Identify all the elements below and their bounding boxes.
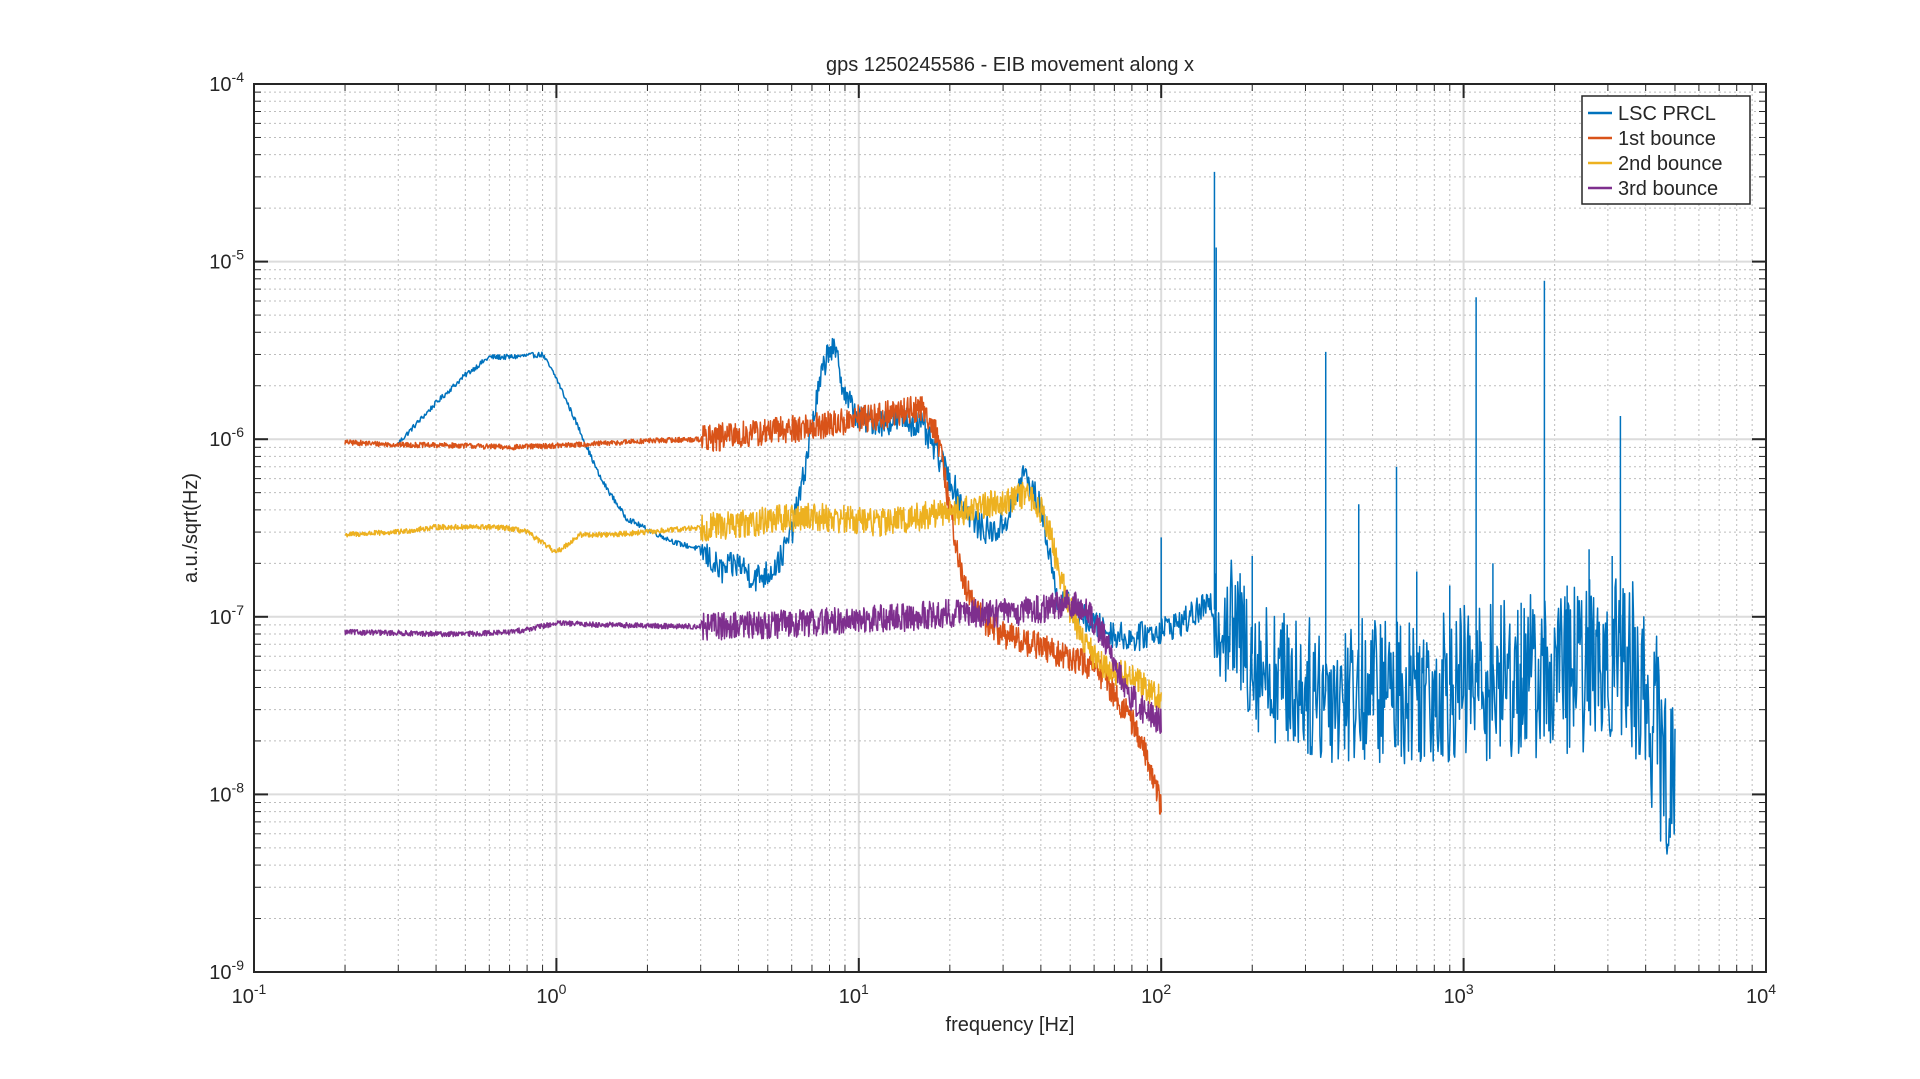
series-line	[344, 395, 1162, 815]
x-tick-label-base: 10	[536, 986, 558, 1008]
y-axis-label: a.u./sqrt(Hz)	[180, 473, 202, 583]
x-tick-label: 103	[1444, 981, 1474, 1008]
y-tick-label-base: 10	[209, 252, 231, 274]
tick-labels: 10-1 100 101 102 103 10410-910-810-710-610-51…	[209, 69, 1776, 1008]
x-tick-label: 101	[839, 981, 869, 1008]
y-tick-label-exponent: -5	[232, 247, 245, 263]
x-tick-label: 104	[1746, 981, 1776, 1008]
x-tick-label-exponent: 1	[861, 981, 869, 997]
x-tick-label: 100	[536, 981, 566, 1008]
y-tick-label-exponent: -8	[232, 779, 245, 795]
x-axis-label: frequency [Hz]	[946, 1014, 1075, 1036]
legend-label: 2nd bounce	[1618, 153, 1723, 175]
series-line	[344, 589, 1162, 735]
series-2nd-bounce	[344, 481, 1162, 710]
x-tick-label-exponent: 2	[1163, 981, 1171, 997]
y-tick-label-base: 10	[209, 962, 231, 984]
y-tick-label: 10-6	[209, 424, 244, 451]
y-tick-label-exponent: -9	[232, 957, 245, 973]
y-tick-label-base: 10	[209, 74, 231, 96]
series-3rd-bounce	[344, 589, 1162, 735]
y-tick-label: 10-4	[209, 69, 244, 96]
y-tick-label-exponent: -7	[232, 602, 245, 618]
x-tick-label-exponent: -1	[254, 981, 267, 997]
x-tick-label-exponent: 3	[1466, 981, 1474, 997]
x-tick-label: 10-1	[232, 981, 267, 1008]
x-tick-label-exponent: 4	[1768, 981, 1776, 997]
legend: LSC PRCL 1st bounce 2nd bounce 3rd bounce	[1581, 95, 1751, 205]
axes-box	[253, 83, 1767, 973]
series-1st-bounce	[344, 395, 1162, 815]
y-tick-label: 10-8	[209, 779, 244, 806]
x-tick-label-exponent: 0	[559, 981, 567, 997]
y-tick-label: 10-5	[209, 247, 244, 274]
x-tick-label-base: 10	[1141, 986, 1163, 1008]
x-tick-label: 102	[1141, 981, 1171, 1008]
y-tick-label-exponent: -6	[232, 424, 245, 440]
x-tick-label-base: 10	[232, 986, 254, 1008]
y-tick-label: 10-9	[209, 957, 244, 984]
legend-label: 3rd bounce	[1618, 178, 1718, 200]
y-tick-label-base: 10	[209, 429, 231, 451]
legend-label: LSC PRCL	[1618, 103, 1716, 125]
y-tick-label-exponent: -4	[232, 69, 245, 85]
y-tick-label-base: 10	[209, 784, 231, 806]
x-tick-label-base: 10	[1746, 986, 1768, 1008]
x-tick-label-base: 10	[839, 986, 861, 1008]
legend-label: 1st bounce	[1618, 128, 1716, 150]
y-tick-label: 10-7	[209, 602, 244, 629]
x-tick-label-base: 10	[1444, 986, 1466, 1008]
series-layer	[344, 171, 1676, 855]
series-line	[344, 481, 1162, 710]
chart-title: gps 1250245586 - EIB movement along x	[826, 54, 1194, 76]
ticks	[253, 83, 1767, 973]
y-tick-label-base: 10	[209, 607, 231, 629]
